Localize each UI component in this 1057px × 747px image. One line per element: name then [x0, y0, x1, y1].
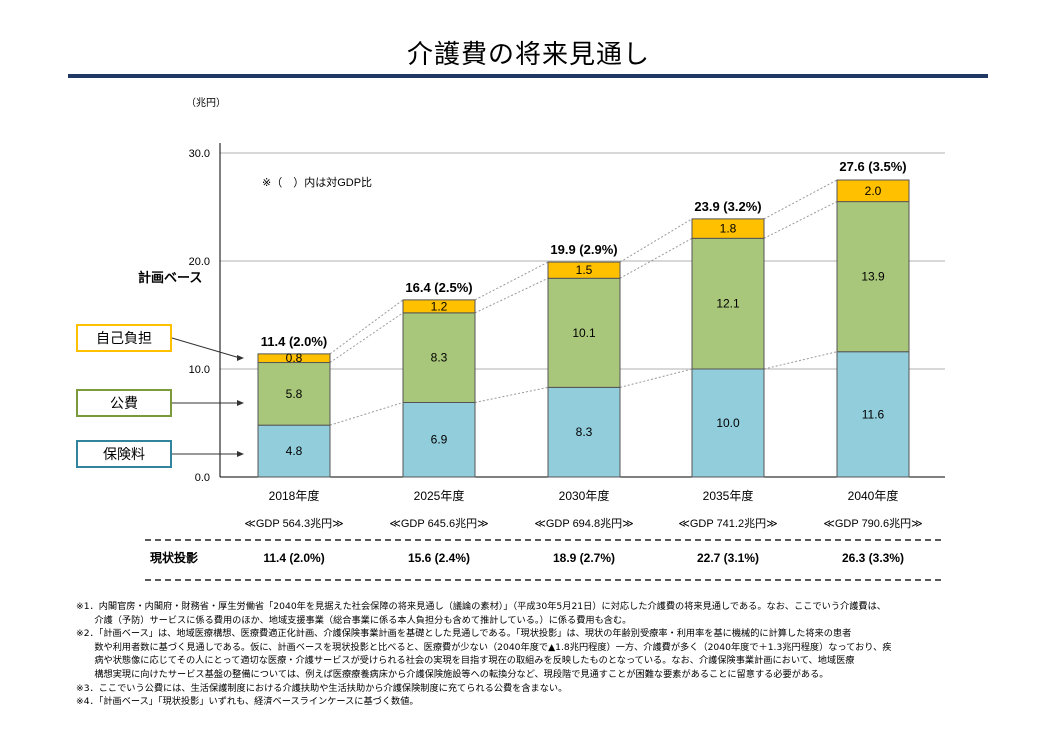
- footnotes: ※1．内閣官房・内閣府・財務省・厚生労働省「2040年を見据えた社会保障の将来見…: [76, 600, 991, 709]
- gdp-note: ※（ ）内は対GDP比: [262, 175, 372, 189]
- legend-insurance-premium: 保険料: [76, 440, 172, 468]
- current-projection-label: 現状投影: [150, 550, 198, 565]
- legend-arrow-head: [237, 451, 244, 457]
- bar-segment: [836, 351, 910, 478]
- gridlines: [145, 143, 945, 581]
- total-label: 19.9 (2.9%): [550, 242, 617, 257]
- connector-line: [474, 277, 549, 314]
- total-label: 23.9 (3.2%): [694, 199, 761, 214]
- legend-self-pay: 自己負担: [76, 324, 172, 352]
- bar-segment: [691, 368, 765, 478]
- current-projection-value: 22.7 (3.1%): [697, 551, 759, 565]
- data-label: 10.1: [572, 326, 596, 340]
- footnote-line: 病や状態像に応じてその人にとって適切な医療・介護サービスが受けられる社会の実現を…: [76, 655, 855, 667]
- total-label: 11.4 (2.0%): [261, 334, 328, 349]
- bars: [257, 179, 910, 478]
- connector-line: [619, 368, 693, 388]
- plan-base-label: 計画ベース: [138, 270, 202, 285]
- page-title: 介護費の将来見通し: [406, 40, 650, 70]
- gdp-label: ≪GDP 790.6兆円≫: [823, 517, 922, 530]
- current-projection-value: 26.3 (3.3%): [842, 551, 904, 565]
- y-tick-label: 20.0: [189, 256, 210, 268]
- data-label: 11.6: [862, 407, 885, 421]
- data-label: 8.3: [431, 351, 448, 365]
- data-label: 12.1: [716, 297, 740, 311]
- y-tick-label: 10.0: [189, 364, 210, 376]
- data-label: 13.9: [861, 270, 885, 284]
- data-label: 1.2: [431, 299, 448, 313]
- bar-segment: [836, 201, 910, 353]
- bar-segment: [691, 237, 765, 370]
- legend-label: 自己負担: [96, 331, 152, 347]
- connector-line: [329, 299, 404, 355]
- connector-line: [329, 402, 404, 426]
- x-category-label: 2025年度: [414, 488, 465, 503]
- gdp-label: ≪GDP 645.6兆円≫: [389, 517, 488, 530]
- connector-line: [763, 351, 838, 370]
- connector-line: [763, 201, 838, 239]
- footnote-line: ※1．内閣官房・内閣府・財務省・厚生労働省「2040年を見据えた社会保障の将来見…: [76, 601, 886, 612]
- bar-segment: [547, 386, 621, 478]
- total-label: 27.6 (3.5%): [839, 159, 906, 174]
- footnote-line: ※2．「計画ベース」は、地域医療構想、医療費適正化計画、介護保険事業計画を基礎と…: [76, 628, 852, 640]
- title-rule: [68, 74, 988, 78]
- legend-public-funds: 公費: [76, 389, 172, 417]
- data-label: 6.9: [431, 433, 448, 447]
- bar-segment: [547, 261, 621, 279]
- bar-segment: [836, 179, 910, 203]
- footnote-line: 構想実現に向けたサービス基盤の整備については、例えば医療療養病床から介護保険施設…: [76, 668, 829, 680]
- footnote-line: 介護（予防）サービスに係る費用のほか、地域支援事業（総合事業に係る本人負担分も含…: [76, 614, 632, 626]
- connector-line: [619, 237, 693, 279]
- data-label: 1.5: [576, 263, 593, 277]
- legend-label: 公費: [110, 396, 138, 412]
- connector-line: [619, 218, 693, 263]
- x-category-label: 2040年度: [848, 488, 899, 503]
- y-tick-label: 0.0: [195, 472, 210, 484]
- data-label: 8.3: [576, 425, 593, 439]
- current-projection-value: 15.6 (2.4%): [408, 551, 470, 565]
- connector-line: [474, 386, 549, 403]
- bar-segment: [547, 277, 621, 388]
- y-unit-label: （兆円）: [186, 97, 226, 109]
- bar-segment: [257, 353, 331, 364]
- total-label: 16.4 (2.5%): [405, 280, 472, 295]
- legend-arrow-head: [237, 355, 244, 361]
- bar-segment: [691, 218, 765, 239]
- gdp-label: ≪GDP 564.3兆円≫: [244, 517, 343, 530]
- bar-segment: [402, 299, 476, 314]
- data-label: 1.8: [720, 222, 737, 236]
- footnote-line: ※4．「計画ベース」「現状投影」いずれも、経済ベースラインケースに基づく数値。: [76, 696, 419, 708]
- connector-line: [763, 179, 838, 220]
- data-label: 5.8: [286, 387, 303, 401]
- legend-label: 保険料: [103, 447, 145, 463]
- connector-lines: [329, 179, 838, 426]
- gdp-label: ≪GDP 694.8兆円≫: [534, 517, 633, 530]
- gdp-label: ≪GDP 741.2兆円≫: [678, 517, 777, 530]
- legend-arrow-head: [237, 400, 244, 406]
- x-category-label: 2035年度: [703, 488, 754, 503]
- x-category-label: 2018年度: [269, 488, 320, 503]
- current-projection-value: 11.4 (2.0%): [263, 551, 324, 565]
- legend-arrow: [171, 337, 241, 359]
- footnote-line: ※3．ここでいう公費には、生活保護制度における介護扶助や生活扶助から介護保険制度…: [76, 682, 568, 694]
- y-tick-label: 30.0: [189, 148, 210, 160]
- footnote-line: 数や利用者数に基づく見通しである。仮に、計画ベースを現状投影と比べると、医療費が…: [76, 641, 892, 653]
- data-label: 2.0: [865, 184, 882, 198]
- bar-segment: [257, 362, 331, 426]
- connector-line: [329, 312, 404, 363]
- data-label: 4.8: [286, 444, 303, 458]
- bar-segment: [402, 401, 476, 478]
- x-category-label: 2030年度: [559, 488, 610, 503]
- connector-line: [474, 261, 549, 301]
- data-label: 0.8: [286, 351, 303, 365]
- data-label: 10.0: [716, 416, 740, 430]
- current-projection-value: 18.9 (2.7%): [553, 551, 615, 565]
- bar-segment: [402, 312, 476, 403]
